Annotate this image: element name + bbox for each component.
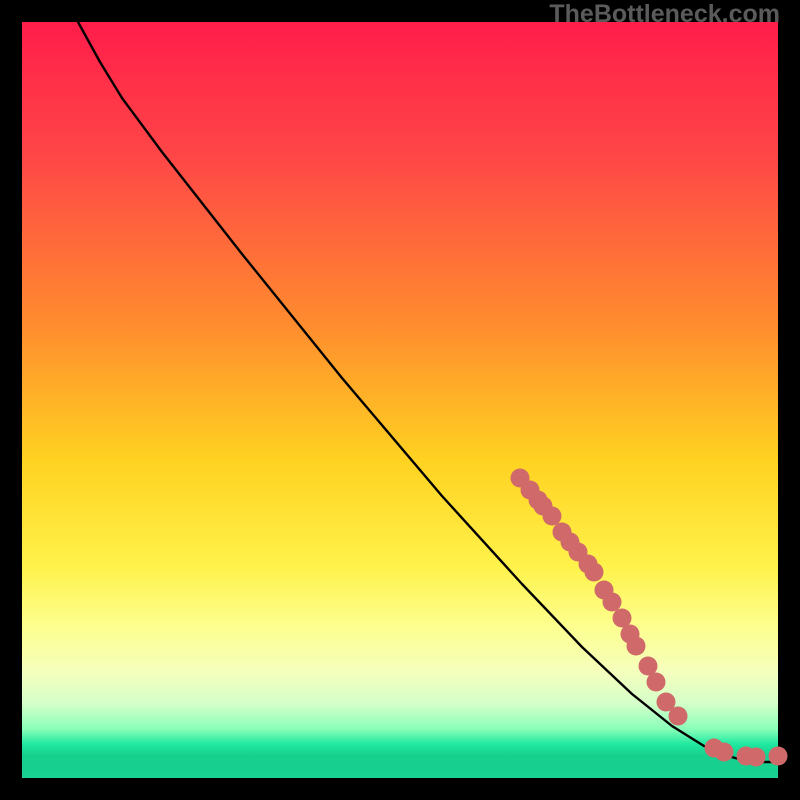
dots-group xyxy=(511,469,788,767)
dot xyxy=(715,743,734,762)
canvas: TheBottleneck.com xyxy=(0,0,800,800)
dot xyxy=(647,673,666,692)
dot xyxy=(603,593,622,612)
plot-area xyxy=(22,22,778,778)
dot xyxy=(669,707,688,726)
curve-line xyxy=(78,22,778,762)
chart-overlay xyxy=(22,22,778,778)
watermark-text: TheBottleneck.com xyxy=(549,0,780,29)
dot xyxy=(747,748,766,767)
dot xyxy=(627,637,646,656)
dot xyxy=(585,563,604,582)
dot xyxy=(769,747,788,766)
dot xyxy=(543,507,562,526)
